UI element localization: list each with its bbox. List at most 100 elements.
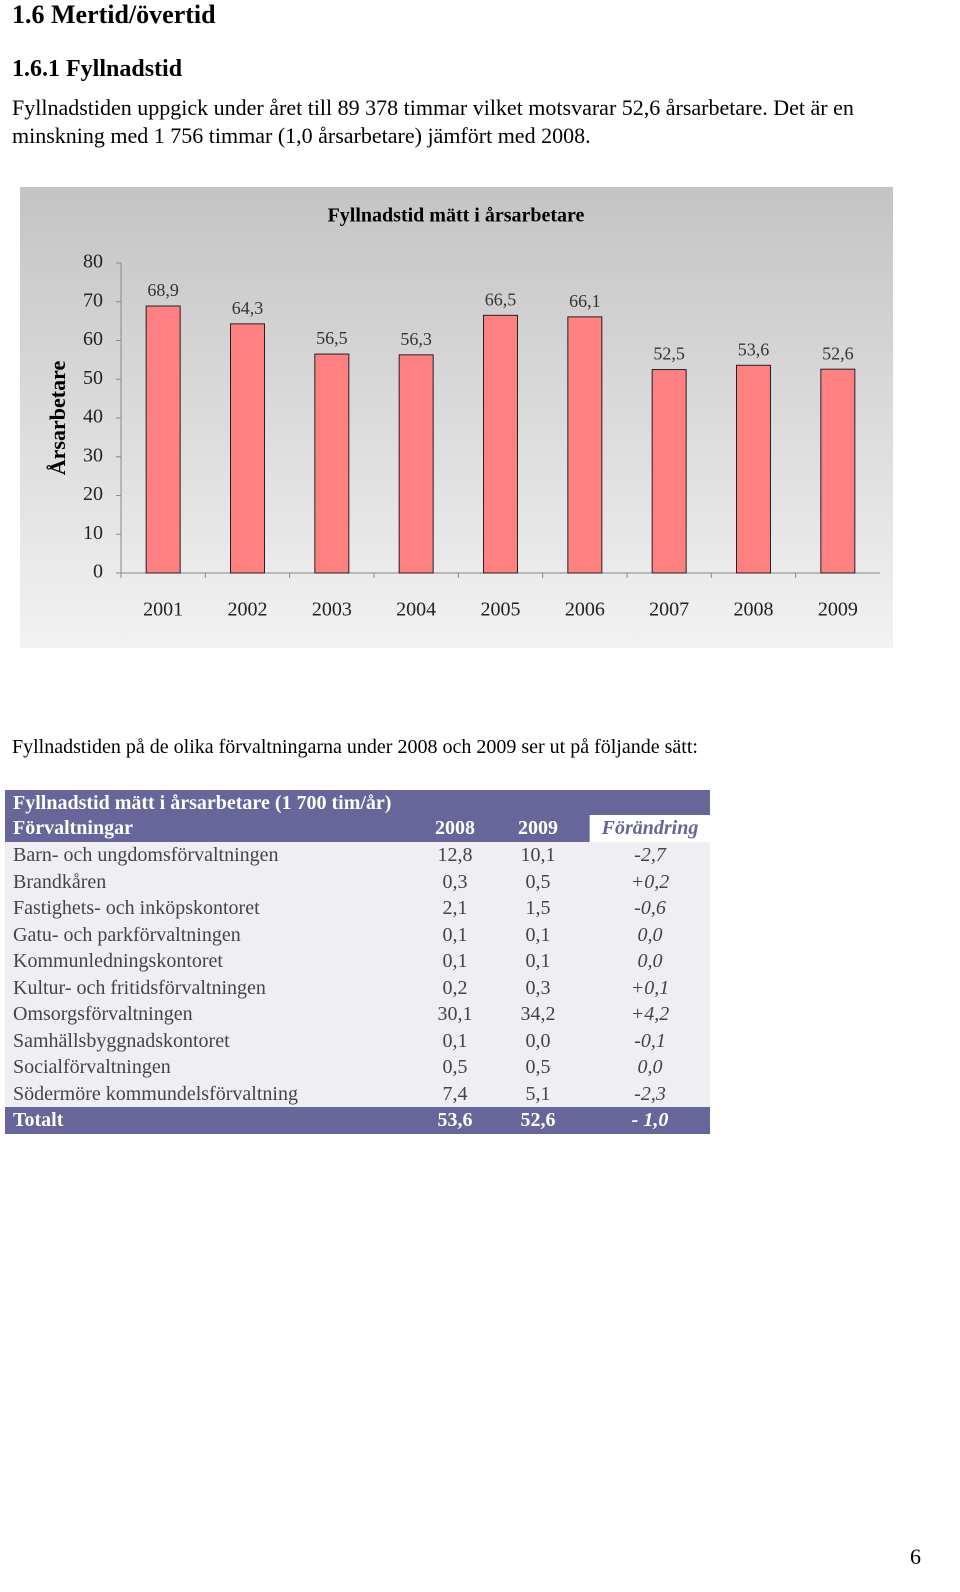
table-cell: 0,1 (442, 923, 468, 946)
y-tick-label: 70 (83, 289, 103, 311)
y-axis-label: Årsarbetare (45, 361, 70, 476)
table-cell: 0,2 (442, 976, 468, 999)
table-row: Socialförvaltningen 0,5 0,5 0,0 (5, 1054, 710, 1081)
table-cell: Omsorgsförvaltningen (13, 1003, 193, 1025)
intro: Fyllnadstiden uppgick under året till 89… (12, 95, 854, 148)
y-tick-label: 80 (83, 251, 103, 273)
table-cell: 0,1 (525, 950, 551, 972)
bar (820, 368, 856, 574)
lead: Fyllnadstiden på de olika förvaltningarn… (12, 736, 698, 758)
value-label: 52,6 (822, 343, 854, 363)
value-label: 66,1 (569, 291, 601, 311)
table-cell: +0,2 (630, 870, 670, 893)
y-tick-label: 20 (83, 483, 103, 505)
table-cell: Fastighets- och inköpskontoret (13, 897, 260, 919)
table-cell: Samhällsbyggnadskontoret (13, 1029, 230, 1052)
x-tick-label: 2005 (481, 599, 521, 621)
table-cell: Brandkåren (13, 870, 107, 893)
x-tick-label: 2002 (228, 599, 268, 621)
bar (230, 323, 265, 574)
x-tick-label: 2009 (818, 599, 858, 621)
x-tick-label: 2006 (565, 599, 605, 621)
table-cell: 5,1 (525, 1082, 551, 1105)
table-cell: Socialförvaltningen (13, 1056, 171, 1078)
table-row: Södermöre kommundelsförvaltning 7,4 5,1 -2,… (5, 1080, 710, 1107)
table-row: Kultur- och fritidsförvaltningen 0,2 0,3 +0… (5, 974, 710, 1001)
table-row: Gatu- och parkförvaltningen 0,1 0,1 0,0 (5, 921, 710, 948)
table-cell: 0,1 (442, 1029, 468, 1052)
value-label: 66,5 (485, 289, 517, 309)
table-row: Fastighets- och inköpskontoret 2,1 1,5 -0,6 (5, 895, 710, 922)
chart-title: Fyllnadstid mätt i årsarbetare (328, 205, 585, 227)
table-cell: Fyllnadstid mätt i årsarbetare (1 700 ti… (13, 792, 392, 814)
heading: 1.6 Mertid/övertid (12, 0, 216, 29)
bar (398, 354, 434, 574)
table-cell: Kommunledningskontoret (13, 950, 223, 972)
table-cell: -0,6 (634, 897, 666, 919)
table-cell: 12,8 (437, 844, 473, 866)
table-cell: 0,1 (525, 923, 551, 946)
table-row: Barn- och ungdomsförvaltningen 12,8 10,1 -2… (5, 842, 710, 869)
table-cell: 0,1 (442, 950, 468, 972)
table-cell: 0,3 (442, 870, 468, 893)
x-tick-label: 2008 (734, 599, 774, 621)
table-cell: 0,0 (637, 1056, 663, 1078)
y-tick-label: 40 (83, 406, 103, 428)
value-label: 64,3 (232, 298, 264, 318)
table-cell: 0,0 (637, 950, 663, 972)
bar (314, 353, 350, 574)
table-cell: 0,5 (525, 1056, 551, 1078)
table-cell: 52,6 (520, 1109, 556, 1131)
value-label: 52,5 (653, 344, 685, 364)
bar (651, 369, 687, 574)
table-cell: 7,4 (442, 1082, 468, 1105)
y-tick-label: 0 (93, 561, 103, 583)
table-cell: 1,5 (525, 897, 551, 919)
table-cell: 2,1 (442, 897, 468, 919)
table-cell: 0,5 (442, 1056, 468, 1078)
table-cell: 34,2 (520, 1003, 556, 1025)
table-header-row: Förvaltningar 2008 2009 Förändring (5, 815, 711, 842)
table-cell: Förvaltningar (13, 817, 133, 839)
chart: Fyllnadstid mätt i årsarbetare Årsarbeta… (20, 187, 893, 648)
table-title-row: Fyllnadstid mätt i årsarbetare (1 700 ti… (5, 790, 710, 815)
value-label: 53,6 (738, 339, 770, 359)
subheading: 1.6.1 Fyllnadstid (12, 56, 183, 82)
table-cell: 30,1 (437, 1003, 473, 1025)
table-cell: 0,5 (525, 870, 551, 893)
bar (145, 305, 181, 574)
y-tick-label: 50 (83, 367, 103, 389)
table-total-row: Totalt 53,6 52,6 - 1,0 (5, 1107, 710, 1134)
table-cell: -2,3 (634, 1082, 666, 1105)
table-cell: 2008 (435, 817, 475, 839)
table-cell: Barn- och ungdomsförvaltningen (13, 844, 279, 866)
bar (483, 314, 518, 574)
y-tick-label: 60 (83, 328, 103, 350)
value-label: 56,3 (400, 329, 432, 349)
table-row: Kommunledningskontoret 0,1 0,1 0,0 (5, 948, 710, 975)
table-cell: -2,7 (634, 844, 666, 866)
table-cell: 2009 (518, 817, 558, 839)
table-cell: +4,2 (630, 1003, 670, 1025)
x-tick-label: 2004 (396, 599, 436, 621)
table-row: Samhällsbyggnadskontoret 0,1 0,0 -0,1 (5, 1027, 710, 1054)
table-cell: Förändring (589, 815, 711, 842)
table-cell: 0,0 (637, 923, 663, 946)
x-tick-label: 2003 (312, 599, 352, 621)
table-row: Omsorgsförvaltningen 30,1 34,2 +4,2 (5, 1001, 710, 1028)
value-label: 68,9 (147, 280, 179, 300)
table-cell: Kultur- och fritidsförvaltningen (13, 976, 266, 999)
table-cell: Södermöre kommundelsförvaltning (13, 1082, 298, 1105)
x-tick-label: 2007 (649, 599, 689, 621)
table-row: Brandkåren 0,3 0,5 +0,2 (5, 868, 710, 895)
table-cell: -0,1 (634, 1029, 666, 1052)
table-cell: 0,0 (525, 1029, 551, 1052)
table-cell: - 1,0 (631, 1109, 669, 1131)
table-cell: 53,6 (437, 1109, 473, 1131)
y-tick-label: 30 (83, 444, 103, 466)
bar (736, 364, 771, 574)
table-cell: 0,3 (525, 976, 551, 999)
page-number: 6 (910, 1544, 921, 1569)
value-label: 56,5 (316, 328, 348, 348)
